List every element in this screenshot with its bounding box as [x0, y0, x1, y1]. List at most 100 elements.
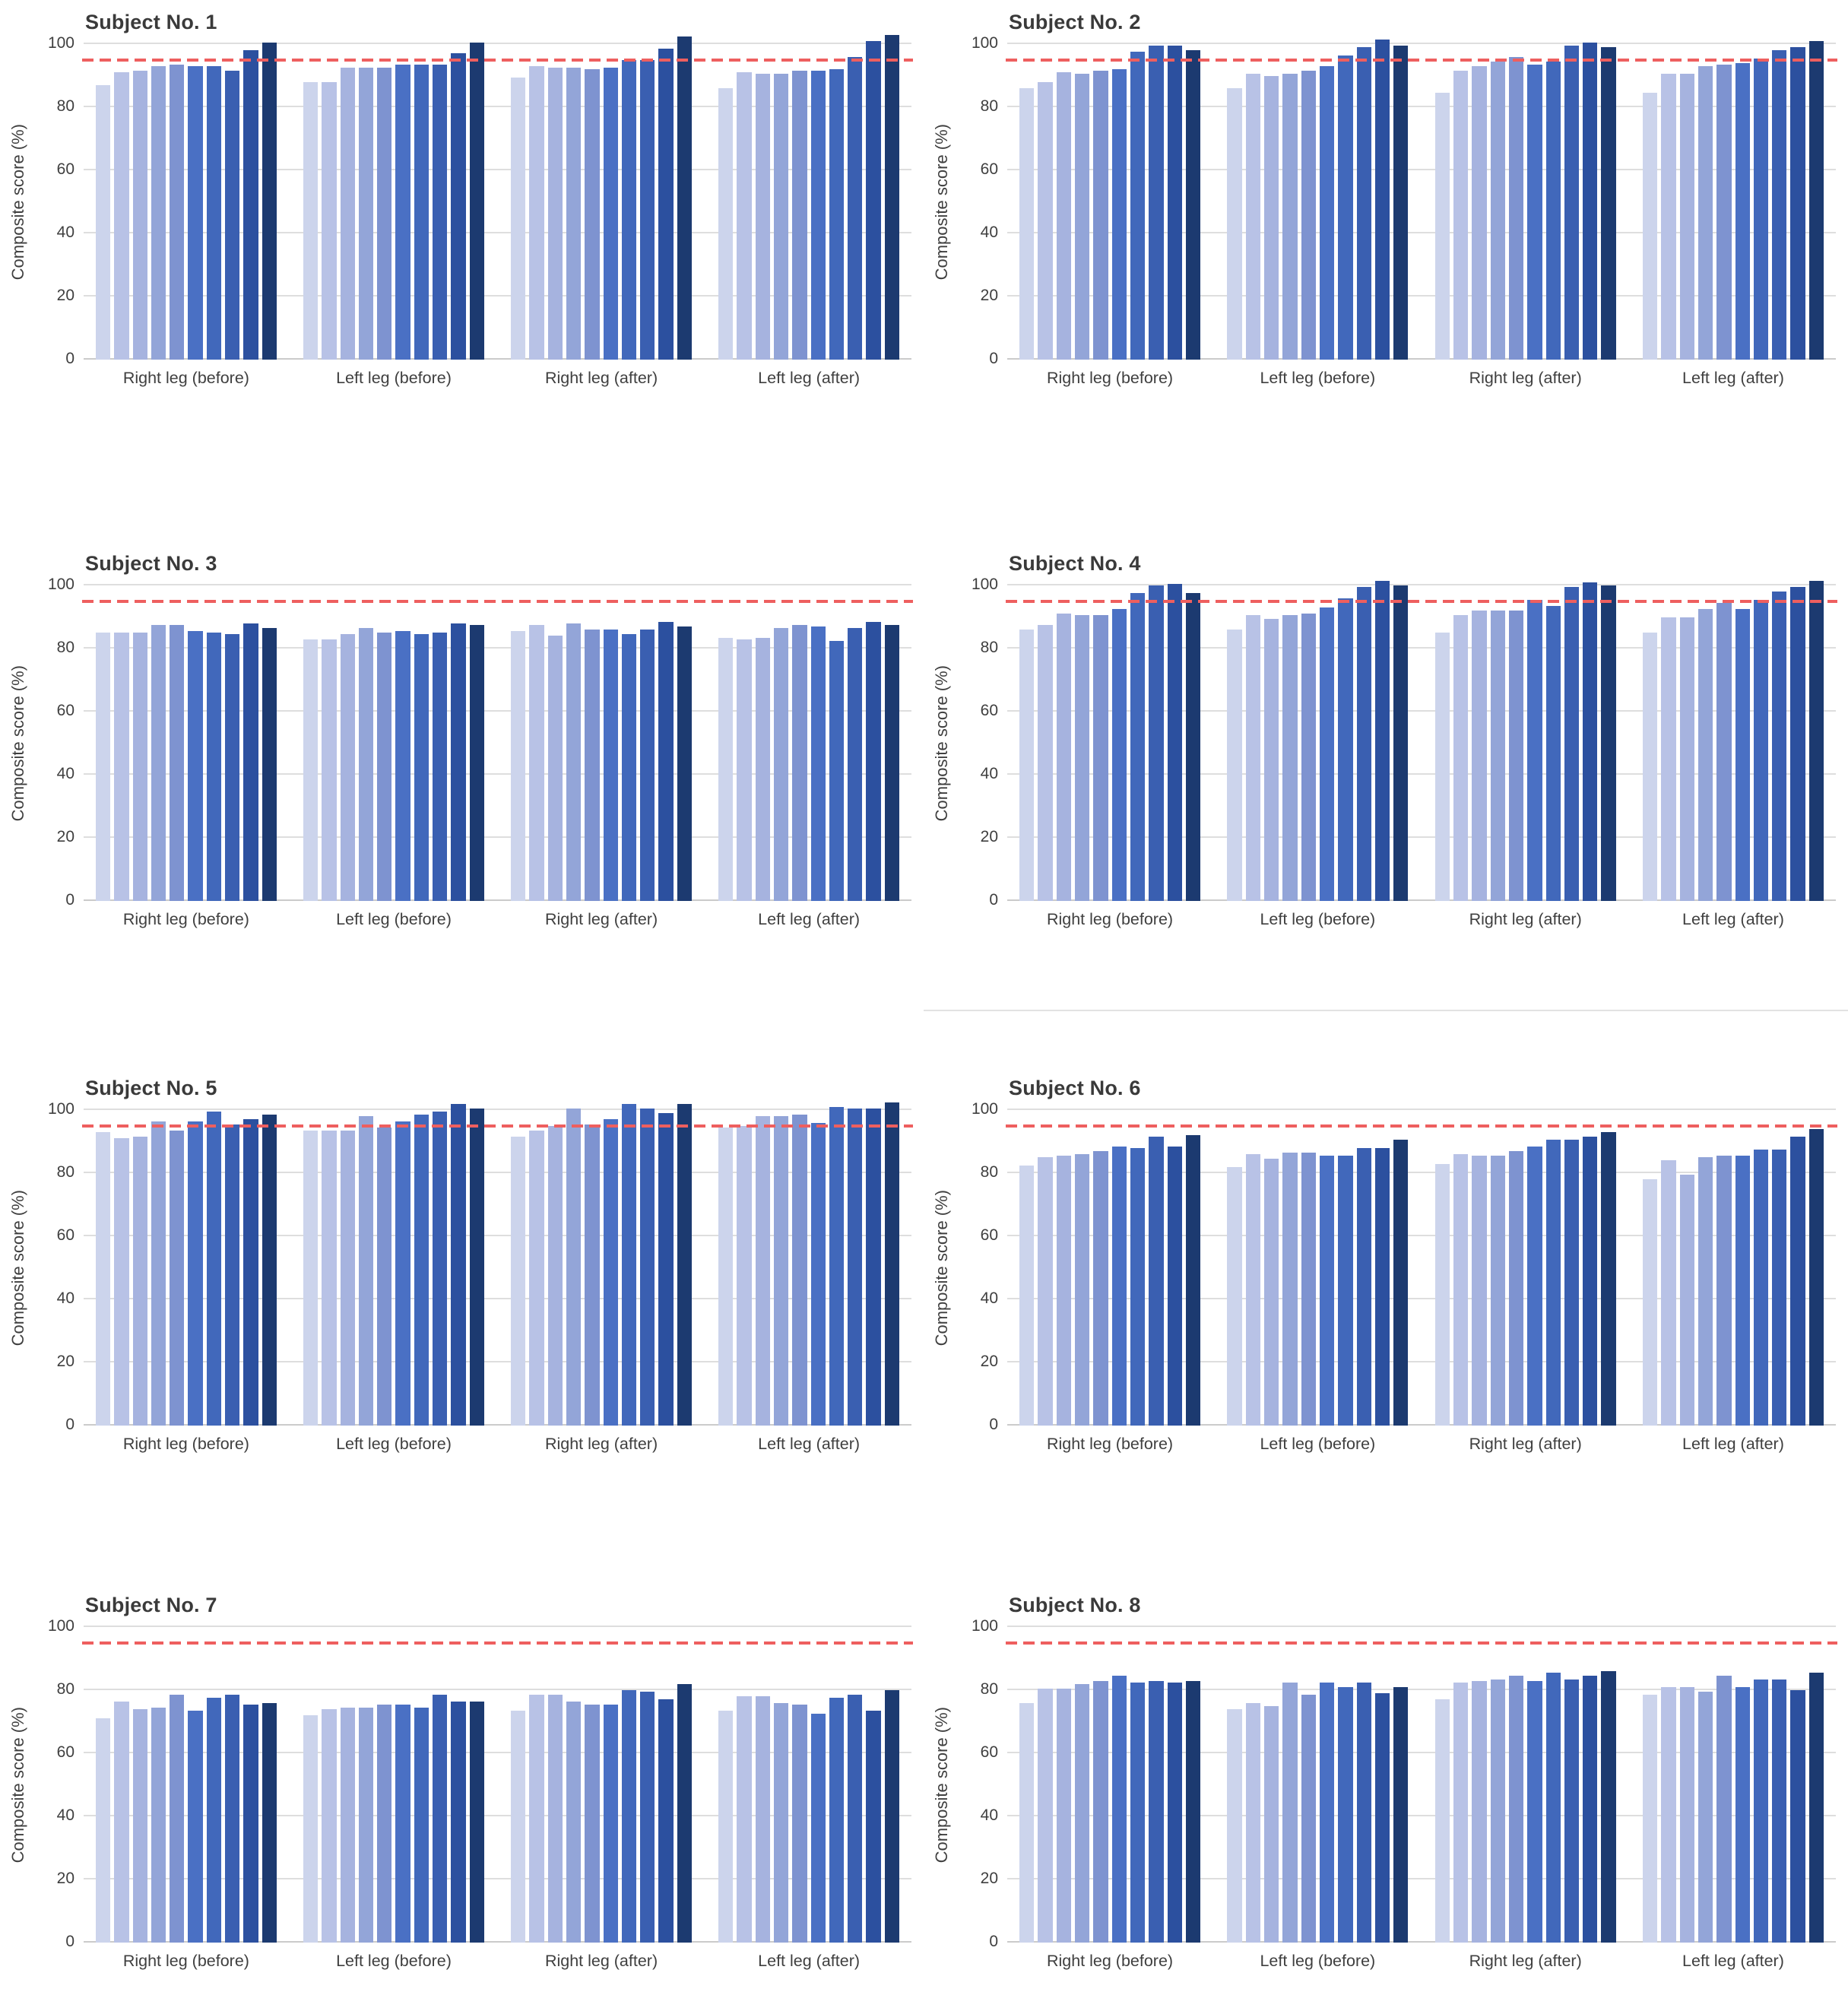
- y-tick-label: 40: [56, 765, 74, 782]
- x-axis-category-label: Left leg (after): [1682, 910, 1784, 928]
- bar: [262, 42, 277, 360]
- bar: [603, 630, 618, 901]
- bar: [262, 1115, 277, 1426]
- bar-groups: [1007, 39, 1836, 360]
- subject-chart: Subject No. 7 Composite score (%) 0 20 40 6…: [0, 1566, 924, 2011]
- bar: [737, 639, 752, 901]
- bar: [188, 66, 203, 360]
- gridline: [1007, 773, 1836, 775]
- bar: [1245, 615, 1260, 901]
- bar-group: [96, 42, 277, 360]
- bar: [585, 1704, 600, 1943]
- y-tick-label: 20: [56, 1870, 74, 1887]
- bar: [1319, 66, 1335, 360]
- bar-group: [303, 1103, 484, 1426]
- bar: [1149, 585, 1164, 901]
- bar-groups: [1007, 1110, 1836, 1426]
- x-axis-labels: Right leg (before) Left leg (before) Right…: [84, 369, 911, 388]
- x-axis-line: [1007, 1941, 1836, 1943]
- bar-group: [1642, 580, 1824, 901]
- bar: [1093, 1680, 1108, 1943]
- bar: [1111, 1676, 1127, 1943]
- y-tick-label: 20: [56, 287, 74, 304]
- x-axis-category-label: Left leg (after): [1682, 1435, 1784, 1453]
- bar: [243, 1119, 258, 1426]
- reference-line: [1006, 58, 1837, 62]
- bar: [303, 639, 319, 901]
- bar: [1753, 599, 1769, 901]
- bar: [1490, 1156, 1505, 1426]
- bar: [737, 72, 752, 360]
- bar: [1716, 1676, 1732, 1943]
- y-axis-ticks: 0 20 40 60 80 100: [960, 1100, 1007, 1433]
- y-tick-label: 100: [47, 34, 74, 52]
- bar: [469, 624, 484, 901]
- x-axis-labels: Right leg (before) Left leg (before) Right…: [1007, 1435, 1836, 1454]
- bar-groups: [84, 34, 911, 360]
- y-tick-label: 80: [56, 97, 74, 115]
- gridline: [1007, 647, 1836, 649]
- bar-groups: [1007, 1627, 1836, 1943]
- bar: [1338, 1686, 1353, 1943]
- bar: [621, 634, 637, 901]
- y-axis-title: Composite score (%): [932, 123, 951, 281]
- bar: [1679, 1175, 1694, 1426]
- x-axis-category-label: Left leg (after): [1682, 369, 1784, 387]
- x-axis-category-label: Left leg (after): [758, 369, 861, 387]
- bar: [774, 1702, 789, 1943]
- bar: [1545, 1140, 1561, 1426]
- bar: [774, 1116, 789, 1426]
- bar: [1716, 1156, 1732, 1426]
- gridline: [84, 43, 911, 44]
- y-tick-label: 60: [980, 1226, 998, 1244]
- bar: [1245, 1154, 1260, 1426]
- gridline: [1007, 1172, 1836, 1173]
- x-axis-category-label: Right leg (after): [1469, 910, 1582, 928]
- bar-group: [718, 34, 899, 360]
- y-tick-label: 60: [56, 160, 74, 178]
- bar: [1338, 55, 1353, 360]
- bar: [224, 634, 240, 901]
- y-tick-label: 60: [980, 160, 998, 178]
- gridline: [1007, 1235, 1836, 1236]
- x-axis-labels: Right leg (before) Left leg (before) Right…: [1007, 1952, 1836, 1971]
- bar-group: [511, 36, 692, 360]
- bar: [677, 36, 692, 360]
- gridline: [84, 1752, 911, 1753]
- bar: [1490, 1679, 1505, 1943]
- gridline: [1007, 232, 1836, 233]
- bar: [1508, 56, 1524, 360]
- bar: [188, 631, 203, 901]
- bar-group: [1227, 580, 1409, 901]
- bar: [1545, 1673, 1561, 1943]
- bar-group: [1434, 582, 1616, 901]
- bar: [1167, 46, 1182, 360]
- bar: [1374, 1147, 1390, 1426]
- subject-chart: Subject No. 2 Composite score (%) 0 20 40 6…: [924, 0, 1848, 525]
- bar: [511, 1137, 526, 1426]
- bar-group: [1642, 1627, 1824, 1943]
- y-axis-title: Composite score (%): [932, 1706, 951, 1864]
- bar: [1263, 1159, 1279, 1426]
- bar: [1583, 42, 1598, 360]
- bar: [1282, 74, 1298, 360]
- y-tick-label: 40: [980, 1289, 998, 1307]
- bar: [884, 624, 899, 901]
- bar: [1282, 1153, 1298, 1426]
- bar: [395, 1121, 410, 1426]
- chart-title: Subject No. 1: [85, 11, 217, 33]
- x-axis-category-label: Left leg (before): [1260, 369, 1376, 387]
- bar-group: [303, 1627, 484, 1943]
- bar: [718, 1711, 734, 1943]
- bar: [224, 1695, 240, 1943]
- gridline: [84, 836, 911, 838]
- bar: [658, 621, 674, 901]
- bar: [262, 628, 277, 901]
- bar-group: [1019, 44, 1201, 360]
- bar: [737, 1696, 752, 1943]
- y-axis-ticks: 0 20 40 60 80 100: [960, 34, 1007, 367]
- bar: [243, 50, 258, 360]
- bar: [1111, 609, 1127, 901]
- bar: [1149, 46, 1164, 360]
